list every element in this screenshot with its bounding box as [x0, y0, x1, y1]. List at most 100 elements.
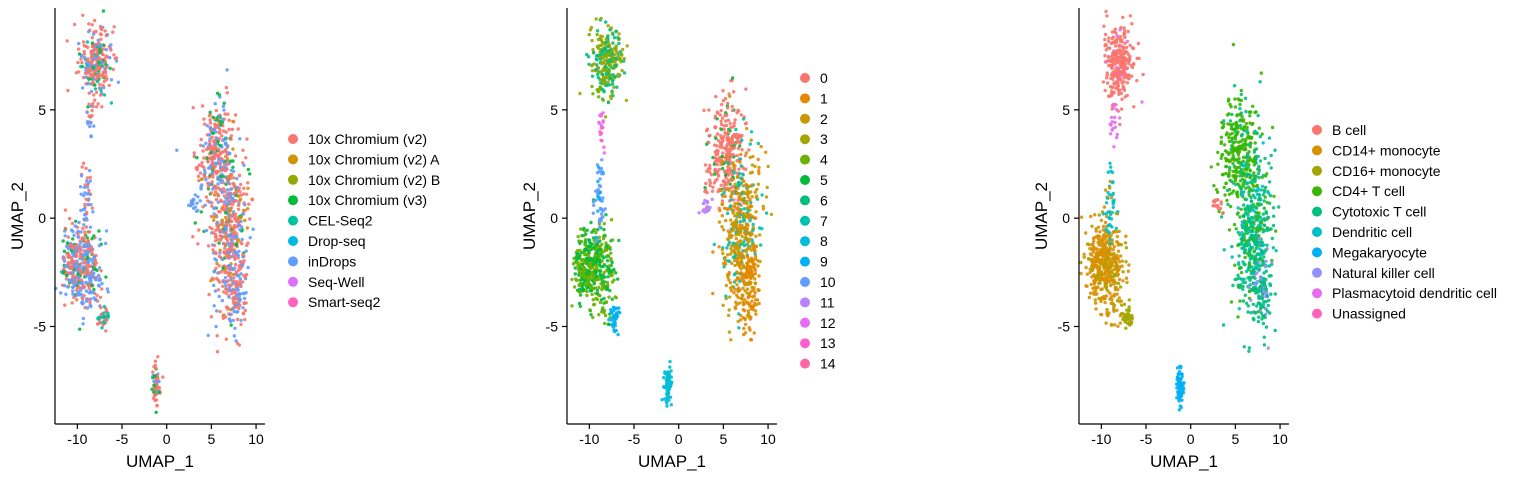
- data-point: [723, 131, 726, 134]
- data-point: [1239, 186, 1242, 189]
- data-point: [615, 316, 618, 319]
- data-point: [617, 306, 620, 309]
- data-point: [1262, 290, 1265, 293]
- x-tick-label: 0: [675, 431, 683, 447]
- data-point: [243, 292, 246, 295]
- data-point: [213, 215, 216, 218]
- data-point: [1102, 242, 1105, 245]
- data-point: [1089, 292, 1092, 295]
- data-point: [74, 262, 77, 265]
- data-point: [746, 193, 749, 196]
- data-point: [611, 280, 614, 283]
- data-point: [713, 125, 716, 128]
- data-point: [221, 299, 224, 302]
- data-point: [585, 290, 588, 293]
- data-point: [85, 76, 88, 79]
- data-point: [112, 68, 115, 71]
- data-point: [194, 221, 197, 224]
- data-point: [197, 228, 200, 231]
- data-point: [228, 152, 231, 155]
- data-point: [98, 83, 101, 86]
- data-point: [734, 221, 737, 224]
- data-point: [1230, 113, 1233, 116]
- data-point: [92, 93, 95, 96]
- data-point: [1249, 169, 1252, 172]
- data-point: [64, 293, 67, 296]
- data-point: [80, 262, 83, 265]
- data-point: [735, 237, 738, 240]
- data-point: [1100, 219, 1103, 222]
- data-point: [726, 102, 729, 105]
- data-point: [1243, 245, 1246, 248]
- data-point: [113, 25, 116, 28]
- data-point: [746, 223, 749, 226]
- legend-key: [800, 195, 810, 205]
- data-point: [217, 288, 220, 291]
- data-point: [592, 51, 595, 54]
- data-point: [216, 92, 219, 95]
- data-point: [1260, 311, 1263, 314]
- data-point: [79, 246, 82, 249]
- legend-label: 11: [820, 294, 835, 310]
- legend-key: [800, 359, 810, 369]
- data-point: [729, 281, 732, 284]
- data-point: [87, 103, 90, 106]
- data-point: [1236, 193, 1239, 196]
- data-point: [212, 132, 215, 135]
- data-point: [719, 189, 722, 192]
- data-point: [84, 72, 87, 75]
- data-point: [100, 282, 103, 285]
- data-point: [1231, 170, 1234, 173]
- legend-label: 8: [820, 233, 828, 249]
- data-point: [727, 314, 730, 317]
- data-point: [213, 304, 216, 307]
- y-axis-label: UMAP_2: [520, 182, 539, 250]
- data-point: [67, 235, 70, 238]
- data-point: [1090, 253, 1093, 256]
- data-point: [602, 287, 605, 290]
- data-point: [63, 250, 66, 253]
- data-point: [1243, 146, 1246, 149]
- data-point: [69, 261, 72, 264]
- data-point: [1230, 137, 1233, 140]
- data-point: [233, 191, 236, 194]
- x-tick-label: 5: [719, 431, 727, 447]
- data-point: [240, 242, 243, 245]
- data-point: [78, 52, 81, 55]
- data-point: [97, 274, 100, 277]
- data-point: [226, 113, 229, 116]
- data-point: [668, 360, 671, 363]
- data-point: [708, 164, 711, 167]
- data-point: [740, 260, 743, 263]
- legend-label: 13: [820, 335, 836, 351]
- data-point: [211, 161, 214, 164]
- data-point: [751, 195, 754, 198]
- data-point: [1249, 110, 1252, 113]
- data-point: [1259, 256, 1262, 259]
- data-point: [749, 142, 752, 145]
- data-point: [1258, 286, 1261, 289]
- data-point: [90, 55, 93, 58]
- data-point: [245, 249, 248, 252]
- data-point: [1118, 28, 1121, 31]
- data-point: [726, 106, 729, 109]
- data-point: [593, 282, 596, 285]
- data-point: [754, 282, 757, 285]
- data-point: [722, 191, 725, 194]
- data-point: [241, 280, 244, 283]
- data-point: [1245, 122, 1248, 125]
- data-point: [596, 33, 599, 36]
- data-point: [760, 193, 763, 196]
- data-point: [79, 241, 82, 244]
- data-point: [750, 270, 753, 273]
- data-point: [97, 61, 100, 64]
- data-point: [598, 218, 601, 221]
- data-point: [1269, 274, 1272, 277]
- x-axis-label: UMAP_1: [638, 452, 706, 471]
- data-point: [606, 35, 609, 38]
- data-point: [1264, 265, 1267, 268]
- data-point: [104, 66, 107, 69]
- data-point: [613, 320, 616, 323]
- data-point: [721, 199, 724, 202]
- data-point: [84, 198, 87, 201]
